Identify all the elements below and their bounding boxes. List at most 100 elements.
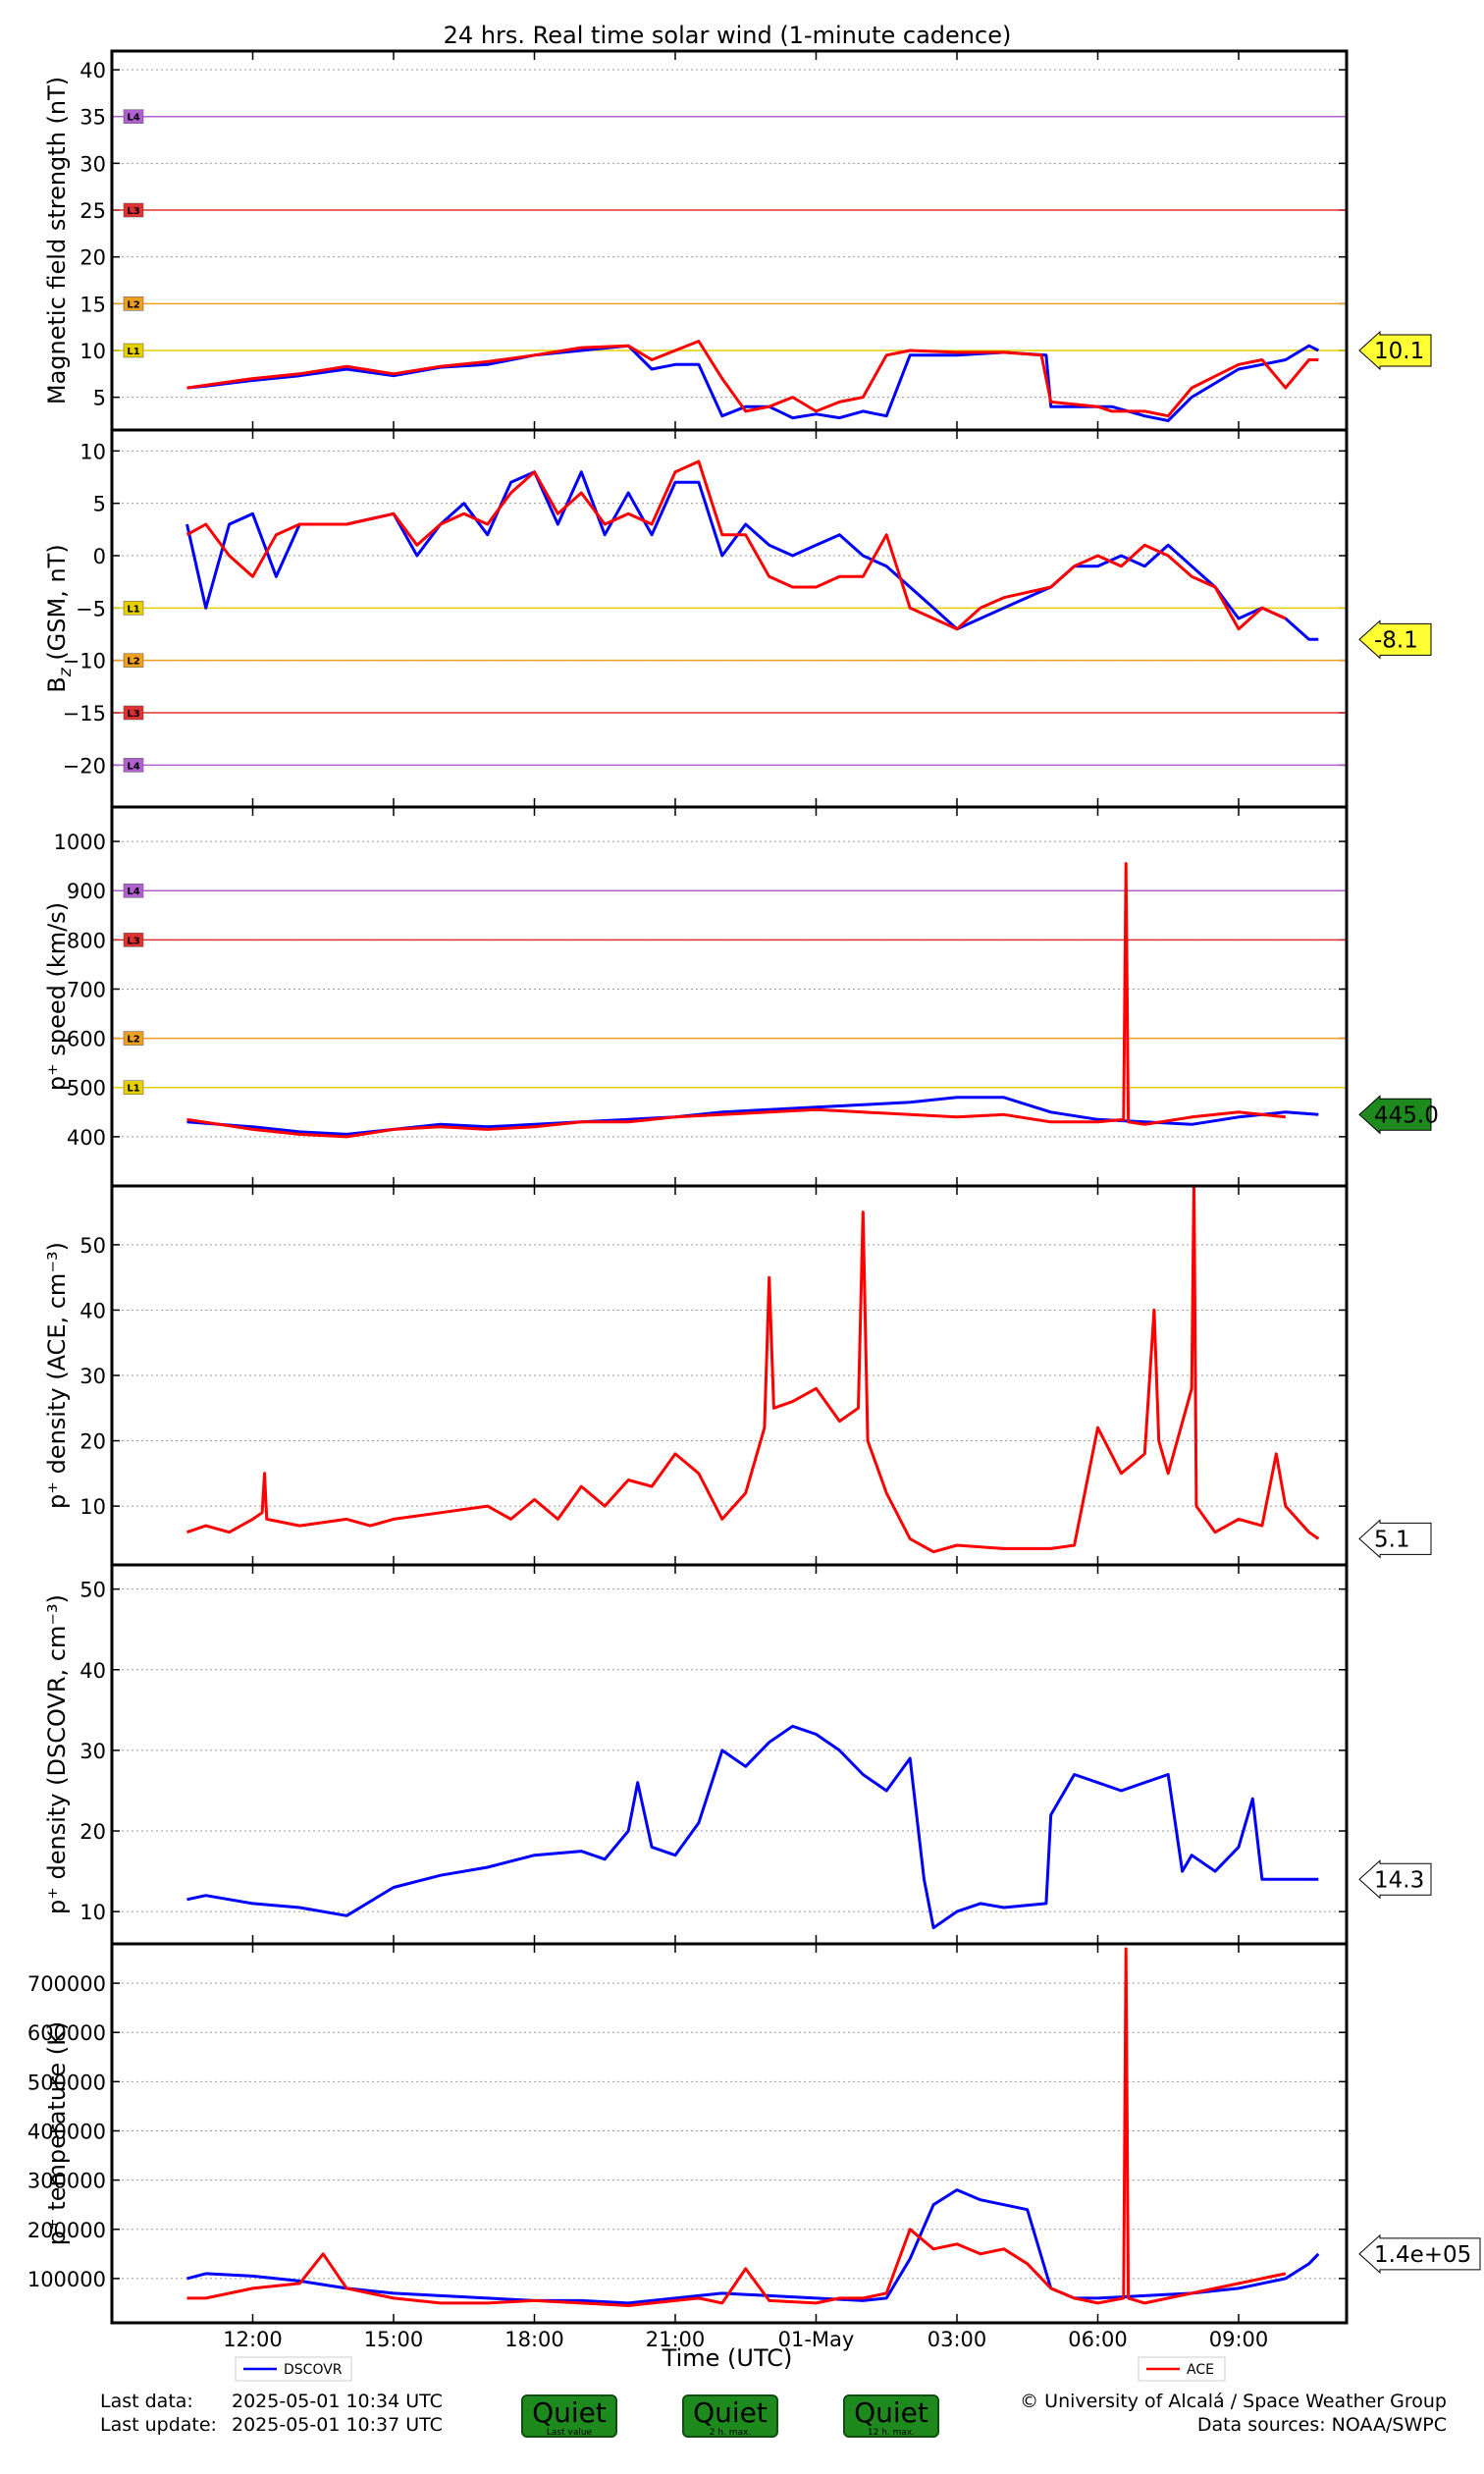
threshold-badge-l4: [123, 883, 144, 898]
y-tick-label: 10: [80, 440, 106, 463]
threshold-badge-l2: [123, 1031, 144, 1046]
threshold-badge-l2: [123, 296, 144, 311]
plot-frame: [110, 428, 1349, 809]
legend-ace: ACE: [1138, 2356, 1226, 2382]
current-value-arrow: [1358, 330, 1432, 371]
last-data-label: Last data:: [100, 2391, 193, 2412]
x-tick-label: 15:00: [364, 2328, 424, 2351]
current-value-label: 5.1: [1374, 1527, 1410, 1552]
y-tick-label: 10: [80, 1495, 106, 1519]
y-tick-label: 30: [80, 1740, 106, 1763]
y-tick-label: 20: [80, 1820, 106, 1844]
x-axis-label: Time (UTC): [662, 2344, 793, 2372]
data-sources-text: Data sources: NOAA/SWPC: [1196, 2414, 1447, 2436]
y-tick-label: 600000: [27, 2021, 106, 2045]
threshold-badge-label: L1: [127, 347, 139, 357]
y-tick-label: 50: [80, 1579, 106, 1602]
threshold-badge-label: L1: [127, 1084, 139, 1095]
threshold-badge-l3: [123, 202, 144, 218]
y-tick-label: 400: [67, 1126, 106, 1150]
y-axis-label: Bz (GSM, nT): [43, 544, 76, 692]
series-ace: [186, 1947, 1287, 2307]
threshold-badge-l2: [123, 653, 144, 668]
status-2h-max: Quiet 2 h. max.: [682, 2394, 778, 2438]
x-tick-label: 21:00: [646, 2328, 706, 2351]
current-value-label: 14.3: [1374, 1867, 1424, 1893]
status-last-value-sub: Last value: [546, 2428, 593, 2438]
y-tick-label: 0: [93, 545, 106, 568]
y-tick-label: 15: [80, 293, 106, 316]
panel-6: 100000 200000 300000 400000 500000 600000 7000…: [27, 1942, 1481, 2325]
y-tick-label: 700000: [27, 1972, 106, 1996]
y-tick-label: 20: [80, 1430, 106, 1454]
y-tick-label: 200000: [27, 2219, 106, 2242]
y-tick-label: 30: [80, 1365, 106, 1388]
y-axis-label: Magnetic field strength (nT): [43, 77, 71, 404]
plot-frame: [110, 1942, 1349, 2325]
status-12h-max-sub: 12 h. max.: [867, 2428, 916, 2438]
y-tick-label: 40: [80, 1299, 106, 1322]
plot-frame: [110, 1184, 1349, 1567]
threshold-badge-label: L2: [127, 657, 139, 668]
current-value-arrow: [1358, 1095, 1432, 1135]
y-tick-label: 20: [80, 246, 106, 270]
current-value-label: 1.4e+05: [1374, 2242, 1471, 2268]
threshold-badge-label: L2: [127, 1035, 139, 1046]
panel-2: −20 −15 −10 −5 0 5 10 L1 L2 L3 L4 Bz (GSM, nT) -8.1: [43, 428, 1432, 809]
legend-dscovr-label: DSCOVR: [284, 2362, 343, 2378]
series-ace: [186, 459, 1287, 631]
current-value-arrow: [1358, 2233, 1481, 2274]
x-tick-label: 06:00: [1068, 2328, 1128, 2351]
y-tick-label: −15: [63, 702, 106, 726]
credit-text: © University of Alcalá / Space Weather G…: [1020, 2391, 1447, 2412]
threshold-badge-label: L3: [127, 936, 139, 946]
panel-5: 10 20 30 40 50 p⁺ density (DSCOVR, cm⁻³) 14.3: [43, 1563, 1432, 1946]
series-ace: [186, 340, 1319, 418]
series-dscovr: [186, 1724, 1319, 1930]
panel-3: 400 500 600 700 800 900 1000 L1 L2 L3 L4 p⁺ speed (…: [43, 805, 1439, 1188]
y-axis-label: p⁺ speed (km/s): [43, 902, 71, 1091]
series-dscovr: [186, 1096, 1319, 1136]
x-tick-label: 09:00: [1209, 2328, 1269, 2351]
y-tick-label: 100000: [27, 2268, 106, 2291]
y-tick-label: −20: [63, 754, 106, 778]
x-tick-label: 12:00: [223, 2328, 283, 2351]
y-tick-label: 50: [80, 1234, 106, 1258]
x-tick-label: 18:00: [504, 2328, 564, 2351]
threshold-badge-label: L4: [127, 761, 139, 772]
y-tick-label: 40: [80, 59, 106, 82]
y-axis-label: p⁺ temperature (K): [43, 2021, 71, 2245]
last-update-label: Last update:: [100, 2414, 217, 2436]
y-tick-label: −5: [76, 597, 106, 620]
series-dscovr: [186, 470, 1319, 641]
status-2h-max-label: Quiet: [693, 2396, 768, 2429]
x-tick-label: 03:00: [928, 2328, 987, 2351]
threshold-badge-l1: [123, 601, 144, 616]
plot-frame: [110, 805, 1349, 1188]
legend-dscovr: DSCOVR: [235, 2356, 352, 2382]
panel-4: 10 20 30 40 50 p⁺ density (ACE, cm⁻³) 5.1: [43, 1184, 1432, 1567]
y-axis-label: p⁺ density (DSCOVR, cm⁻³): [43, 1594, 71, 1914]
current-value-arrow: [1358, 1859, 1432, 1900]
y-tick-label: 5: [93, 387, 106, 410]
y-tick-label: −10: [63, 650, 106, 673]
status-12h-max-label: Quiet: [854, 2396, 928, 2429]
chart-title: 24 hrs. Real time solar wind (1-minute c…: [444, 22, 1012, 49]
status-12h-max: Quiet 12 h. max.: [843, 2394, 939, 2438]
series-ace: [186, 862, 1286, 1139]
current-value-label: -8.1: [1374, 627, 1418, 653]
threshold-badge-l1: [123, 343, 144, 358]
last-update-value: 2025-05-01 10:37 UTC: [232, 2414, 443, 2436]
series-ace: [186, 1186, 1320, 1554]
current-value-label: 10.1: [1374, 339, 1424, 364]
y-tick-label: 700: [67, 978, 106, 1001]
threshold-badge-l3: [123, 933, 144, 947]
legend-ace-label: ACE: [1187, 2362, 1214, 2378]
threshold-badge-label: L3: [127, 206, 139, 217]
threshold-badge-l3: [123, 705, 144, 721]
y-tick-label: 30: [80, 152, 106, 176]
current-value-arrow: [1358, 619, 1432, 660]
current-value-arrow: [1358, 1519, 1432, 1559]
series-dscovr: [186, 2188, 1320, 2305]
